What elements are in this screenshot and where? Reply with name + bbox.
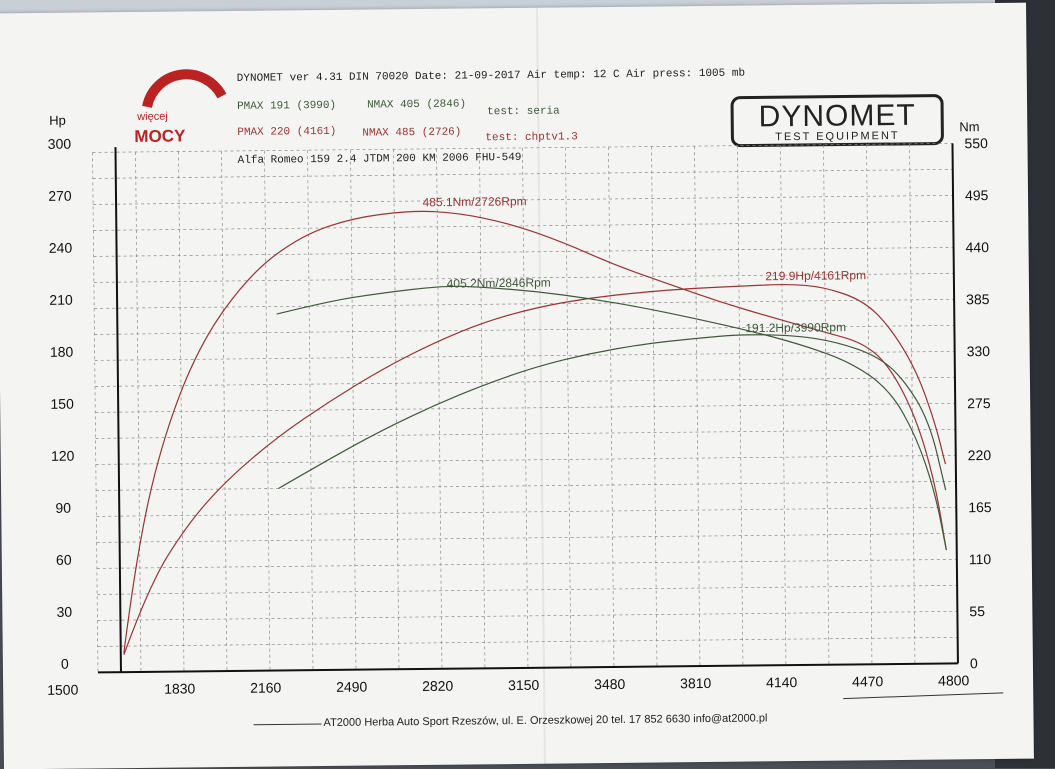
series-line-3 (278, 334, 947, 491)
x-axis-line (97, 662, 958, 674)
grid-line-h (95, 429, 956, 439)
y-right-tick-label: 0 (970, 655, 978, 671)
pmax-stock: PMAX 191 (3990) (237, 100, 336, 113)
x-tick-label: 3810 (680, 675, 712, 691)
grid-line-v (307, 150, 314, 671)
y-left-tick-label: 120 (51, 448, 75, 464)
x-tick-label: 2490 (336, 679, 368, 695)
grid-line-h (95, 455, 956, 465)
y-right-tick-label: 55 (969, 603, 985, 619)
grid-line-h (92, 143, 953, 153)
pmax-tuned: PMAX 220 (4161) (237, 126, 336, 139)
logo-text-bottom: MOCY (134, 126, 186, 146)
gauge-arc-icon (142, 69, 227, 108)
y-left-tick-label: 30 (56, 604, 72, 620)
grid-line-h (94, 299, 955, 309)
vehicle-info: Alfa Romeo 159 2.4 JTDM 200 KM 2006 FHU-… (238, 152, 522, 167)
x-tick-label: 2820 (422, 678, 454, 694)
y-right-tick-label: 385 (966, 291, 990, 307)
peak-annotation: 405.2Nm/2846Rpm (447, 276, 551, 291)
dynomet-logo: DYNOMET TEST EQUIPMENT (730, 94, 944, 148)
grid-line-h (92, 169, 953, 179)
logo-sub: TEST EQUIPMENT (775, 130, 899, 143)
test-stock: test: seria (487, 106, 560, 119)
grid-line-v (565, 147, 572, 668)
series-line-0 (123, 210, 947, 654)
y-left-tick-label: 60 (56, 552, 72, 568)
x-tick-label: 2160 (250, 679, 282, 695)
grid-line-h (95, 403, 956, 413)
grid-line-h (93, 247, 954, 257)
header-line1: DYNOMET ver 4.31 DIN 70020 Date: 21-09-2… (237, 68, 745, 85)
footer-rule-right (843, 692, 1004, 700)
grid-line-v (823, 144, 830, 665)
grid-line-h (94, 351, 955, 361)
grid-line-v (522, 147, 529, 668)
y-left-tick-label: 210 (49, 292, 73, 308)
test-tuned: test: chptv1.3 (485, 131, 578, 144)
y-right-tick-label: 275 (967, 395, 991, 411)
chart-labels: 485.1Nm/2726Rpm 405.2Nm/2846Rpm 219.9Hp/41… (423, 194, 867, 335)
grid-line-v (264, 150, 271, 671)
logo-main: DYNOMET (759, 99, 916, 134)
nmax-stock: NMAX 405 (2846) (367, 98, 466, 111)
chart-axes: 1500 1830 2160 2490 2820 3150 3480 3810 4140 4470… (47, 135, 992, 698)
y-left-tick-label: 180 (50, 344, 74, 360)
y-left-tick-label: 0 (61, 656, 69, 672)
x-tick-label: 3480 (594, 676, 626, 692)
y-left-tick-label: 150 (50, 396, 74, 412)
series-line-2 (276, 285, 947, 551)
grid-line-h (97, 585, 958, 595)
chart-series (123, 210, 947, 655)
grid-line-h (96, 559, 957, 569)
y-right-tick-label: 495 (965, 187, 989, 203)
y-axis-right-line (951, 143, 959, 664)
dyno-chart: DYNOMET ver 4.31 DIN 70020 Date: 21-09-2… (47, 68, 1004, 729)
y-right-tick-label: 330 (967, 343, 991, 359)
nmax-tuned: NMAX 485 (2726) (362, 127, 461, 140)
y-axis-left-line (114, 147, 122, 673)
logo-text-top: więcej (136, 111, 168, 123)
mocy-logo: więcej MOCY (134, 69, 227, 146)
y-left-tick-label: 90 (55, 500, 71, 516)
y-right-tick-label: 440 (965, 239, 989, 255)
footer-text: AT2000 Herba Auto Sport Rzeszów, ul. E. … (323, 712, 767, 729)
x-tick-label: 1500 (47, 682, 79, 698)
y-right-tick-label: 550 (964, 135, 988, 151)
right-axis-unit: Nm (959, 119, 979, 134)
peak-annotation: 191.2Hp/3990Rpm (745, 320, 846, 335)
grid-line-h (97, 637, 958, 647)
grid-line-h (94, 377, 955, 387)
series-line-1 (123, 283, 946, 655)
peak-annotation: 219.9Hp/4161Rpm (765, 268, 866, 283)
dyno-sheet: DYNOMET ver 4.31 DIN 70020 Date: 21-09-2… (0, 2, 1034, 769)
grid-line-h (93, 273, 954, 283)
y-right-tick-label: 110 (969, 551, 992, 567)
x-tick-label: 1830 (164, 680, 196, 696)
grid-line-h (96, 507, 957, 517)
y-left-tick-label: 270 (48, 188, 72, 204)
left-axis-unit: Hp (49, 113, 66, 128)
y-right-tick-label: 220 (968, 447, 992, 463)
y-left-tick-label: 240 (49, 240, 73, 256)
y-right-tick-label: 165 (968, 499, 992, 515)
x-tick-label: 4800 (938, 672, 970, 688)
grid-line-h (93, 195, 954, 205)
grid-line-h (94, 325, 955, 335)
x-tick-label: 4140 (766, 674, 798, 690)
grid-line-v (780, 145, 787, 666)
grid-line-h (93, 221, 954, 231)
grid-line-h (97, 611, 958, 621)
chart-grid (92, 143, 959, 673)
grid-line-h (96, 533, 957, 543)
y-left-tick-label: 300 (48, 136, 72, 152)
peak-annotation: 485.1Nm/2726Rpm (423, 194, 527, 209)
footer-rule-left (253, 723, 322, 726)
x-tick-label: 3150 (508, 677, 540, 693)
grid-line-h (96, 481, 957, 491)
x-tick-label: 4470 (852, 673, 884, 689)
